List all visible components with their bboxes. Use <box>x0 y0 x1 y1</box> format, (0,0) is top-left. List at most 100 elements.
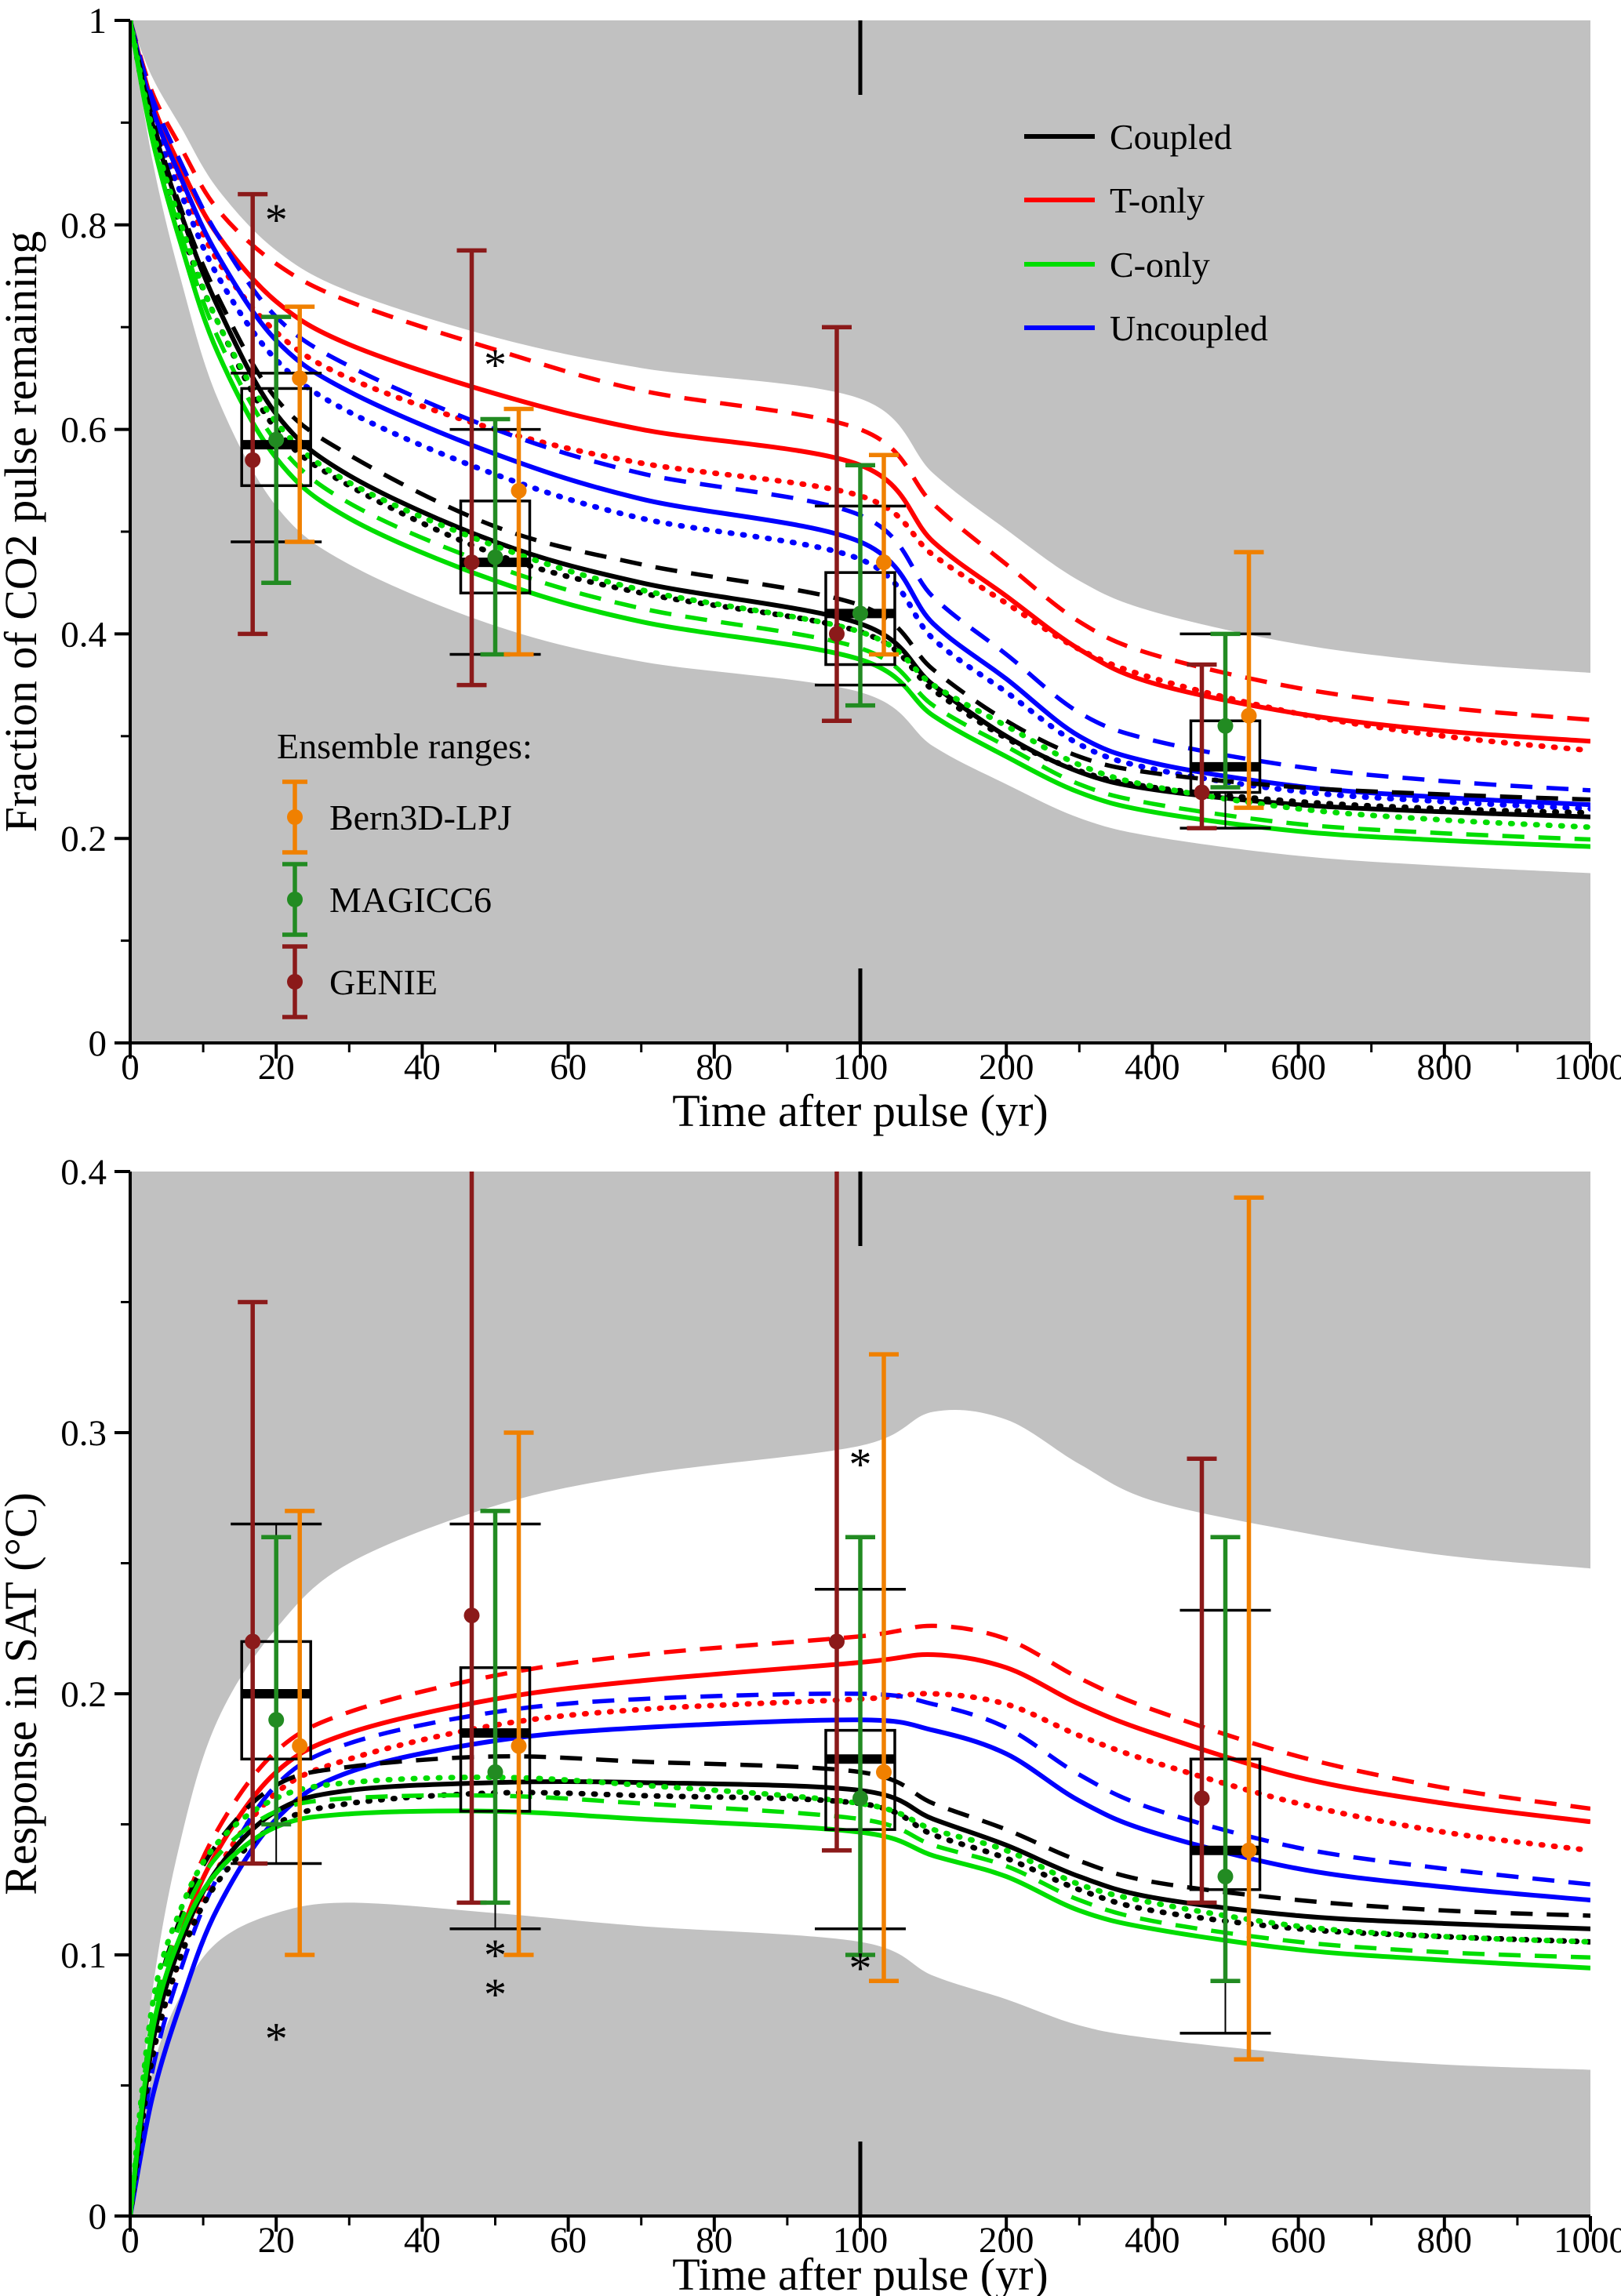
legend-item-label: Coupled <box>1110 117 1232 157</box>
errorbar-center-dot <box>852 1790 868 1807</box>
offscale-asterisk: * <box>484 1969 507 2020</box>
co2-fraction-chart: * * 0 20 40 60 80 100 200 400 600 800 1000 0 0.2 0.4 0.6… <box>0 1 1621 1136</box>
series-c-only-solid <box>130 1808 1590 2216</box>
offscale-asterisk: * <box>484 1930 507 1981</box>
errorbar-center-dot <box>1217 718 1234 734</box>
y-tick-label: 0.8 <box>60 205 107 246</box>
errorbar-genie <box>822 325 852 723</box>
series-uncoupled-solid <box>130 20 1590 808</box>
errorbar-bern3d-lpj <box>1234 1195 1264 2062</box>
x-axis-title: Time after pulse (yr) <box>672 1085 1048 1136</box>
curves-group <box>130 1623 1590 2216</box>
ensemble-legend-item-magicc6: MAGICC6 <box>282 862 492 937</box>
x-tick-label: 600 <box>1270 1047 1326 1088</box>
y-tick-label: 1 <box>89 1 107 42</box>
x-tick-label: 100 <box>833 2220 889 2261</box>
y-tick-label: 0.2 <box>60 819 107 859</box>
x-axis-title: Time after pulse (yr) <box>672 2249 1048 2296</box>
errorbar-genie <box>238 1299 268 1866</box>
co2-fraction-panel: * * 0 20 40 60 80 100 200 400 600 800 1000 0 0.2 0.4 0.6… <box>0 1 1621 1136</box>
offscale-asterisk: * <box>849 1943 872 1994</box>
x-tick-label: 80 <box>696 1047 732 1088</box>
offscale-asterisk: * <box>484 340 507 391</box>
errorbar-magicc6 <box>261 1535 292 1827</box>
y-tick-label: 0 <box>89 2196 107 2237</box>
y-tick-label: 0 <box>89 1023 107 1064</box>
errorbar-center-dot <box>463 554 480 571</box>
errorbar-genie <box>1187 662 1217 830</box>
y-tick-label: 0.2 <box>60 1674 107 1715</box>
x-tick-label: 20 <box>258 1047 295 1088</box>
ensemble-legend-item-genie: GENIE <box>282 944 438 1019</box>
x-tick-label: 800 <box>1417 2220 1473 2261</box>
series-coupled-solid <box>130 20 1590 819</box>
offscale-asterisk: * <box>849 1439 872 1490</box>
errorbar-genie <box>238 191 268 637</box>
y-tick-label: 0.6 <box>60 410 107 451</box>
series-c-only-dashed <box>130 1793 1590 2216</box>
legend-item-coupled: Coupled <box>1024 117 1232 157</box>
errorbar-genie <box>822 1172 852 1853</box>
errorbar-center-dot <box>829 626 845 642</box>
errorbar-center-dot <box>463 1608 480 1624</box>
legend-item-t-only: T-only <box>1024 180 1205 220</box>
x-tick-label: 800 <box>1417 1047 1473 1088</box>
legend-item-label: T-only <box>1110 180 1205 220</box>
ensemble-icon-dot <box>287 974 303 990</box>
x-tick-label: 400 <box>1125 2220 1180 2261</box>
errorbar-center-dot <box>1194 784 1210 801</box>
y-tick-label: 0.3 <box>60 1413 107 1454</box>
errorbar-genie <box>1187 1456 1217 1905</box>
errorbar-center-dot <box>1241 707 1257 724</box>
ensemble-legend-label: Bern3D-LPJ <box>329 797 512 837</box>
x-tick-label: 20 <box>258 2220 295 2261</box>
errorbar-center-dot <box>292 370 308 387</box>
ensemble-icon-dot <box>287 809 303 825</box>
ensemble-icon-dot <box>287 892 303 907</box>
x-tick-label: 100 <box>833 1047 889 1088</box>
legend-item-c-only: C-only <box>1024 245 1210 285</box>
errorbar-genie <box>456 248 487 688</box>
errorbar-magicc6 <box>1210 1535 1241 1984</box>
errorbar-bern3d-lpj <box>285 304 315 544</box>
series-t-only-dotted <box>130 20 1590 754</box>
legend-item-uncoupled: Uncoupled <box>1024 308 1268 348</box>
errorbar-bern3d-lpj <box>1234 550 1264 810</box>
y-axis-title: Response in SAT (°C) <box>0 1492 46 1895</box>
x-tick-label: 200 <box>979 2220 1034 2261</box>
x-tick-label: 1000 <box>1554 1047 1621 1088</box>
errorbar-center-dot <box>245 452 261 468</box>
errorbar-center-dot <box>1194 1790 1210 1807</box>
errorbar-bern3d-lpj <box>285 1509 315 1957</box>
errorbar-bern3d-lpj <box>869 452 899 657</box>
x-tick-label: 80 <box>696 2220 732 2261</box>
y-axis-title: Fraction of CO2 pulse remaining <box>0 231 46 833</box>
errorbar-magicc6 <box>480 1509 511 1905</box>
errorbar-center-dot <box>268 1712 285 1728</box>
legend-item-label: C-only <box>1110 245 1210 285</box>
errorbar-magicc6 <box>845 1535 875 1957</box>
errorbar-bern3d-lpj <box>503 406 534 657</box>
series-t-only-dashed <box>130 20 1590 722</box>
errorbar-center-dot <box>1241 1842 1257 1858</box>
errorbar-center-dot <box>852 605 868 622</box>
offscale-asterisk: * <box>265 2014 288 2065</box>
y-tick-label: 0.4 <box>60 1152 107 1193</box>
errorbar-center-dot <box>511 482 527 499</box>
errorbar-bern3d-lpj <box>503 1430 534 1957</box>
x-tick-label: 200 <box>979 1047 1034 1088</box>
errorbar-center-dot <box>876 1764 892 1780</box>
series-coupled-dotted <box>130 1789 1590 2216</box>
errorbar-center-dot <box>876 554 892 571</box>
x-tick-label: 40 <box>404 2220 441 2261</box>
x-tick-label: 600 <box>1270 2220 1326 2261</box>
x-tick-label: 400 <box>1125 1047 1180 1088</box>
x-tick-label: 0 <box>121 2220 140 2261</box>
errorbar-center-dot <box>487 1764 503 1780</box>
ensemble-legend-label: MAGICC6 <box>329 880 492 920</box>
errorbar-center-dot <box>487 549 503 565</box>
x-tick-label: 40 <box>404 1047 441 1088</box>
errorbar-magicc6 <box>261 314 292 585</box>
series-uncoupled-dashed <box>130 1691 1590 2216</box>
